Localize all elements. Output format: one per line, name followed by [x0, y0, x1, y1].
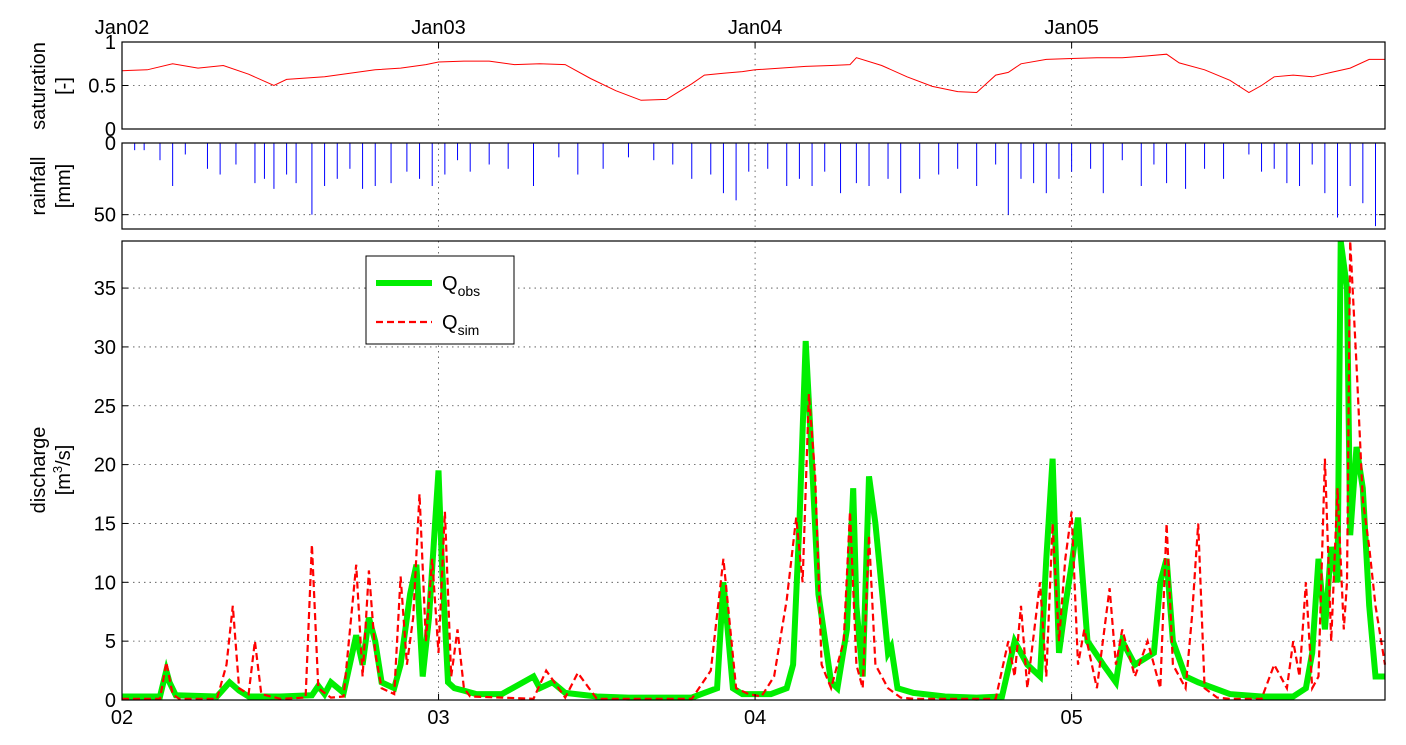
discharge-grid	[121, 241, 1385, 700]
y-tick-label: 0	[105, 133, 116, 155]
rainfall-y-ticks: 0 50	[94, 133, 1385, 227]
y-tick-label: 35	[94, 278, 116, 300]
saturation-x-ticks: Jan02 Jan03 Jan04 Jan05	[95, 17, 1099, 48]
discharge-ylabel-unit-sup: 3	[50, 466, 65, 473]
y-tick-label: 15	[94, 513, 116, 535]
legend-box	[365, 255, 515, 345]
y-tick-label: 25	[94, 396, 116, 418]
qsim-series-line	[122, 240, 1387, 700]
y-tick-label: 20	[94, 455, 116, 477]
x-tick-label: 04	[744, 707, 766, 729]
legend-qsim-name: Q	[442, 312, 458, 334]
discharge-ylabel-line2: [m3/s]	[50, 445, 75, 496]
top-x-tick-label: Jan04	[728, 17, 783, 39]
y-tick-label: 10	[94, 572, 116, 594]
x-tick-label: 03	[427, 707, 449, 729]
discharge-axes-frame	[121, 240, 1386, 701]
top-x-tick-label: Jan03	[411, 17, 466, 39]
legend-qobs-sub: obs	[458, 283, 481, 299]
y-tick-label: 1	[105, 32, 116, 54]
saturation-panel: 00.51 Jan02 Jan03 Jan04 Jan05 saturation [-…	[28, 17, 1386, 141]
saturation-ylabel-line2: [-]	[53, 77, 75, 95]
saturation-y-ticks: 00.51	[88, 32, 1385, 141]
legend-qobs-label: Qobs	[442, 273, 480, 299]
discharge-ylabel-unit-b: /s]	[53, 445, 75, 466]
legend-qsim-sub: sim	[458, 322, 480, 338]
saturation-grid	[121, 42, 1385, 129]
legend-qobs-name: Q	[442, 273, 458, 295]
x-tick-label: 02	[111, 707, 133, 729]
discharge-y-ticks: 0 5 10 15 20 25 30 35	[94, 278, 1385, 712]
y-tick-label: 0.5	[88, 76, 116, 98]
rainfall-ylabel-line2: [mm]	[53, 164, 75, 208]
saturation-series-line	[121, 53, 1385, 101]
rainfall-ylabel-line1: rainfall	[28, 157, 50, 216]
y-tick-label: 0	[105, 119, 116, 141]
top-x-tick-label: Jan02	[95, 17, 150, 39]
x-tick-label: 05	[1060, 707, 1082, 729]
legend: Qobs Qsim	[365, 255, 515, 345]
qobs-series-line	[122, 240, 1385, 701]
saturation-ylabel-line1: saturation	[28, 42, 50, 130]
discharge-ylabel-line1: discharge	[28, 427, 50, 514]
y-tick-label: 50	[94, 205, 116, 227]
discharge-x-ticks: 02 03 04 05	[111, 694, 1083, 729]
rainfall-panel: 0 50 rainfall [mm]	[28, 133, 1386, 230]
rainfall-bars	[134, 143, 1377, 227]
legend-qsim-label: Qsim	[442, 312, 479, 338]
y-tick-label: 5	[105, 631, 116, 653]
y-tick-label: 0	[105, 690, 116, 712]
discharge-ylabel-unit-a: [m	[53, 473, 75, 495]
rainfall-axes-frame	[121, 142, 1386, 230]
top-x-tick-label: Jan05	[1044, 17, 1099, 39]
y-tick-label: 30	[94, 337, 116, 359]
